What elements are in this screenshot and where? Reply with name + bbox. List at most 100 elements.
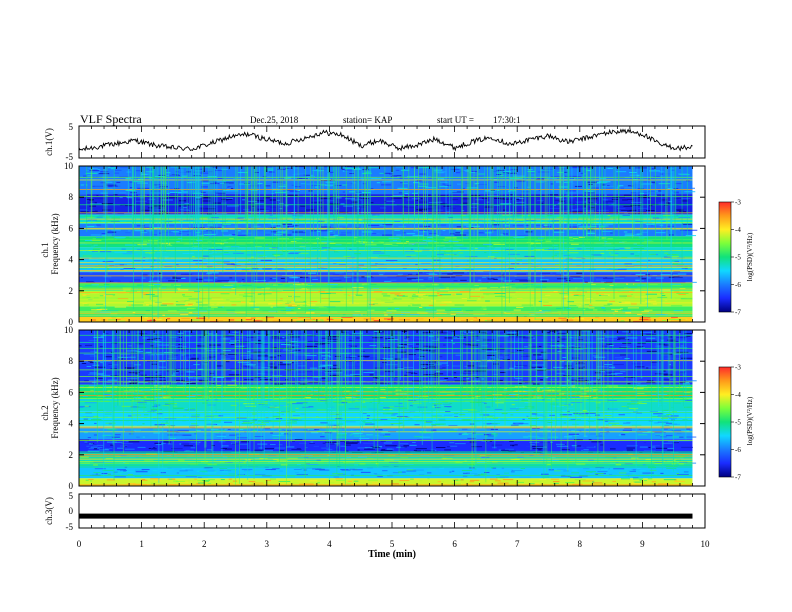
spectrogram-speckle bbox=[436, 291, 449, 293]
spectrogram-speckle bbox=[413, 449, 418, 451]
spectrogram-speckle bbox=[590, 430, 598, 432]
spectrogram-speckle bbox=[444, 417, 449, 419]
spectrogram-speckle bbox=[645, 223, 655, 225]
spectrogram-speckle bbox=[339, 289, 343, 291]
spectrogram-speckle bbox=[478, 232, 489, 234]
spectrogram-speckle bbox=[611, 424, 623, 426]
spectrogram-speckle bbox=[177, 430, 189, 432]
spectrogram-speckle bbox=[201, 197, 211, 199]
spectrogram-speckle bbox=[615, 464, 622, 466]
spectrogram-speckle bbox=[196, 278, 203, 280]
spectrogram-speckle bbox=[443, 344, 446, 346]
spectrogram-speckle bbox=[99, 295, 104, 297]
spectrogram-speckle bbox=[206, 463, 211, 465]
spectrogram-speckle bbox=[530, 292, 535, 294]
sferic-streak bbox=[521, 166, 523, 221]
spectrogram-speckle bbox=[574, 287, 578, 289]
spectrogram-speckle bbox=[152, 249, 159, 251]
spectrogram-speckle bbox=[183, 445, 193, 447]
spectrogram-speckle bbox=[105, 422, 116, 424]
spectrogram-speckle bbox=[510, 459, 520, 461]
spectrogram-speckle bbox=[683, 277, 688, 279]
spectrogram-speckle bbox=[297, 256, 308, 258]
spectrogram-speckle bbox=[265, 469, 272, 471]
spectrogram-speckle bbox=[113, 471, 118, 473]
spectrogram-speckle bbox=[272, 303, 283, 305]
spectrogram-speckle bbox=[492, 461, 498, 463]
spectrogram-speckle bbox=[285, 303, 290, 305]
spectrogram-speckle bbox=[461, 469, 473, 471]
spectrogram-speckle bbox=[221, 240, 227, 242]
spectrogram-speckle bbox=[539, 442, 551, 444]
sferic-streak bbox=[195, 166, 197, 238]
spectrogram-speckle bbox=[561, 410, 568, 412]
spectrogram-speckle bbox=[194, 207, 204, 209]
spectrogram-speckle bbox=[573, 278, 583, 280]
spectrogram-speckle bbox=[385, 259, 398, 261]
spectrogram-speckle bbox=[462, 188, 465, 190]
spectrogram-speckle bbox=[639, 479, 642, 481]
sferic-streak bbox=[224, 166, 226, 228]
spectrogram-speckle bbox=[425, 310, 438, 312]
spectrogram-speckle bbox=[355, 294, 363, 296]
spectrogram-speckle bbox=[185, 450, 194, 452]
spectrogram-speckle bbox=[671, 406, 674, 408]
spectrogram-speckle bbox=[382, 172, 391, 174]
spectrogram-speckle bbox=[368, 266, 377, 268]
spectrogram-speckle bbox=[154, 209, 166, 211]
spectrogram-speckle bbox=[320, 168, 327, 170]
spectrogram-speckle bbox=[165, 403, 175, 405]
spectrogram-speckle bbox=[633, 409, 637, 411]
spectrogram-speckle bbox=[296, 474, 309, 476]
spectrogram-speckle bbox=[519, 219, 528, 221]
spectrogram-speckle bbox=[195, 443, 200, 445]
spectrogram-speckle bbox=[603, 188, 613, 190]
spectrogram-speckle bbox=[167, 425, 173, 427]
spectrogram-speckle bbox=[242, 284, 252, 286]
spectrogram-speckle bbox=[166, 277, 171, 279]
spectrogram-speckle bbox=[335, 448, 342, 450]
spectrogram-speckle bbox=[637, 313, 642, 315]
spectrogram-speckle bbox=[96, 194, 99, 196]
spectrogram-speckle bbox=[165, 468, 174, 470]
spectrogram-speckle bbox=[684, 191, 696, 193]
spectrogram-speckle bbox=[510, 177, 520, 179]
spectrogram-speckle bbox=[605, 296, 610, 298]
spectrogram-speckle bbox=[437, 294, 443, 296]
spectrogram-speckle bbox=[648, 447, 651, 449]
spectrogram-speckle bbox=[528, 418, 539, 420]
spectrogram-speckle bbox=[167, 192, 171, 194]
spectrogram-speckle bbox=[346, 456, 351, 458]
spectrogram-speckle bbox=[609, 316, 614, 318]
spectrogram-speckle bbox=[587, 398, 594, 400]
spectrogram-speckle bbox=[207, 286, 212, 288]
spectrogram-speckle bbox=[185, 284, 191, 286]
sferic-streak bbox=[524, 166, 526, 234]
spectrogram-speckle bbox=[679, 211, 687, 213]
sferic-streak bbox=[135, 166, 137, 225]
spectrogram-speckle bbox=[222, 471, 229, 473]
spectrogram-speckle bbox=[237, 301, 246, 303]
spectrogram-speckle bbox=[410, 478, 414, 480]
spectrogram-speckle bbox=[359, 243, 366, 245]
spectrogram-speckle bbox=[338, 263, 342, 265]
spectrogram-speckle bbox=[202, 298, 212, 300]
spectrogram-speckle bbox=[384, 459, 394, 461]
spectrogram-speckle bbox=[396, 418, 400, 420]
spectrogram-speckle bbox=[187, 252, 194, 254]
spectrogram-speckle bbox=[554, 229, 563, 231]
spectrogram-speckle bbox=[257, 183, 263, 185]
spectrogram-speckle bbox=[264, 232, 272, 234]
sferic-streak bbox=[263, 166, 265, 302]
spectrogram-speckle bbox=[540, 424, 552, 426]
sferic-streak bbox=[528, 166, 530, 287]
spectrogram-speckle bbox=[487, 435, 494, 437]
spectrogram-speckle bbox=[367, 224, 380, 226]
spectrogram-speckle bbox=[583, 210, 594, 212]
spectrogram-speckle bbox=[626, 406, 630, 408]
spectrogram-speckle bbox=[94, 468, 106, 470]
spectrogram-speckle bbox=[686, 187, 695, 189]
spectrogram-speckle bbox=[672, 436, 684, 438]
spectrogram-speckle bbox=[616, 436, 620, 438]
spectrogram-speckle bbox=[546, 178, 557, 180]
